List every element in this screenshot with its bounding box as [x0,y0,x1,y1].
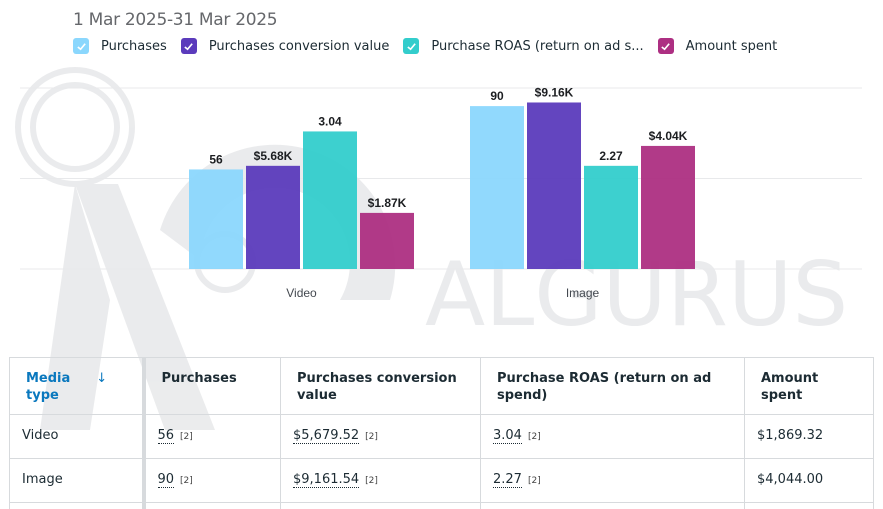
data-label: $9.16K [535,85,574,99]
checkbox-icon[interactable] [658,38,674,54]
empty-cell [10,503,144,509]
roas-value[interactable]: 2.27 [493,472,522,488]
legend-label: Purchases conversion value [209,39,390,54]
conversion-value[interactable]: $5,679.52 [293,428,359,444]
data-table: Media type ↓ Purchases Purchases convers… [9,357,874,509]
footnote-marker[interactable]: [2] [180,432,193,442]
checkbox-icon[interactable] [73,38,89,54]
bar-image-0[interactable] [470,106,524,269]
cell-roas: 3.04 [2] [481,415,745,459]
data-label: $4.04K [649,129,688,143]
footnote-marker[interactable]: [2] [365,432,378,442]
cell-media-type: Image [10,459,144,503]
legend-item-roas[interactable]: Purchase ROAS (return on ad s... [403,38,643,54]
data-label: 56 [209,152,223,166]
bar-chart: 56 $5.68K 3.04 $1.87K Video 90 $9.16K 2.27 $4.04… [0,70,883,310]
table-row-partial [10,503,874,509]
data-label: $5.68K [254,149,293,163]
footnote-marker[interactable]: [2] [180,476,193,486]
footnote-marker[interactable]: [2] [528,476,541,486]
legend-item-amount-spent[interactable]: Amount spent [658,38,778,54]
empty-cell [281,503,481,509]
footnote-marker[interactable]: [2] [528,432,541,442]
roas-value[interactable]: 3.04 [493,428,522,444]
empty-cell [745,503,874,509]
footnote-marker[interactable]: [2] [365,476,378,486]
conversion-value[interactable]: $9,161.54 [293,472,359,488]
x-tick-label: Image [566,286,600,300]
empty-cell [481,503,745,509]
cell-amount-spent: $4,044.00 [745,459,874,503]
data-label: $1.87K [368,196,407,210]
legend-label: Purchases [101,39,167,54]
cell-conversion-value: $9,161.54 [2] [281,459,481,503]
purchases-value[interactable]: 56 [158,428,175,444]
date-range-label: 1 Mar 2025-31 Mar 2025 [73,10,277,30]
column-header-conversion-value[interactable]: Purchases conversion value [281,358,481,415]
column-header-amount-spent[interactable]: Amount spent [745,358,874,415]
x-tick-label: Video [286,286,317,300]
legend-item-purchases[interactable]: Purchases [73,38,167,54]
bar-image-3[interactable] [641,146,695,269]
legend-label: Purchase ROAS (return on ad s... [431,39,643,54]
column-header-purchases[interactable]: Purchases [144,358,281,415]
table-row: Image 90 [2] $9,161.54 [2] 2.27 [2] $4,044.… [10,459,874,503]
cell-amount-spent: $1,869.32 [745,415,874,459]
checkbox-icon[interactable] [181,38,197,54]
chart-legend: Purchases Purchases conversion value Pur… [73,38,791,54]
data-table-container: Media type ↓ Purchases Purchases convers… [9,357,873,509]
legend-label: Amount spent [686,39,778,54]
bar-video-0[interactable] [189,169,243,269]
column-header-media-type[interactable]: Media type ↓ [10,358,144,415]
bar-video-1[interactable] [246,166,300,269]
bar-video-2[interactable] [303,131,357,269]
data-label: 90 [490,89,504,103]
cell-roas: 2.27 [2] [481,459,745,503]
bar-image-1[interactable] [527,102,581,269]
checkbox-icon[interactable] [403,38,419,54]
cell-media-type: Video [10,415,144,459]
column-header-label: Media type [26,370,70,404]
bar-image-2[interactable] [584,166,638,269]
bar-video-3[interactable] [360,213,414,269]
cell-purchases: 90 [2] [144,459,281,503]
data-label: 3.04 [318,114,342,128]
column-header-roas[interactable]: Purchase ROAS (return on ad spend) [481,358,745,415]
purchases-value[interactable]: 90 [158,472,175,488]
table-header-row: Media type ↓ Purchases Purchases convers… [10,358,874,415]
data-label: 2.27 [599,149,623,163]
table-row: Video 56 [2] $5,679.52 [2] 3.04 [2] $1,869.… [10,415,874,459]
empty-cell [144,503,281,509]
arrow-down-icon[interactable]: ↓ [96,370,107,404]
legend-item-conversion-value[interactable]: Purchases conversion value [181,38,390,54]
cell-purchases: 56 [2] [144,415,281,459]
cell-conversion-value: $5,679.52 [2] [281,415,481,459]
